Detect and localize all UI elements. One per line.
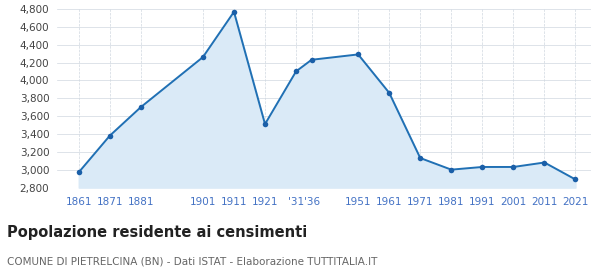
Point — [539, 160, 549, 165]
Text: Popolazione residente ai censimenti: Popolazione residente ai censimenti — [7, 225, 307, 241]
Point — [307, 58, 316, 62]
Point — [74, 170, 83, 174]
Point — [385, 91, 394, 95]
Point — [291, 69, 301, 74]
Point — [105, 134, 115, 138]
Point — [478, 165, 487, 169]
Text: COMUNE DI PIETRELCINA (BN) - Dati ISTAT - Elaborazione TUTTITALIA.IT: COMUNE DI PIETRELCINA (BN) - Dati ISTAT … — [7, 256, 377, 266]
Point — [353, 52, 363, 57]
Point — [198, 55, 208, 59]
Point — [509, 165, 518, 169]
Point — [260, 122, 270, 126]
Point — [446, 167, 456, 172]
Point — [229, 10, 239, 14]
Point — [571, 177, 580, 182]
Point — [136, 105, 146, 109]
Point — [415, 156, 425, 160]
